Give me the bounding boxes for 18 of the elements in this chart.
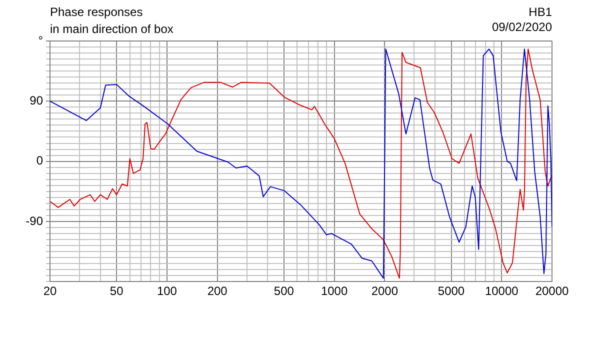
x-tick-label: 100 <box>156 284 178 298</box>
y-tick-label: -90 <box>26 214 44 228</box>
text: HB1 <box>528 5 552 19</box>
x-tick-label: 50 <box>110 284 124 298</box>
x-tick-label: 2000 <box>371 284 398 298</box>
y-tick-label: 0 <box>36 154 44 168</box>
chart-subtitle: in main direction of box <box>50 22 174 36</box>
x-tick-label: 200 <box>207 284 228 298</box>
chart-title: Phase responses <box>50 5 143 19</box>
x-tick-label: 1000 <box>320 284 348 298</box>
y-tick-label: ° <box>38 33 44 48</box>
x-tick-label: 5000 <box>438 284 465 298</box>
x-tick-label: 500 <box>274 284 294 298</box>
x-tick-label: 10000 <box>484 284 519 298</box>
x-tick-label: 20000 <box>535 284 570 298</box>
x-tick-label: 20 <box>43 284 57 298</box>
text: 09/02/2020 <box>492 20 552 34</box>
y-tick-label: 90 <box>30 93 44 108</box>
